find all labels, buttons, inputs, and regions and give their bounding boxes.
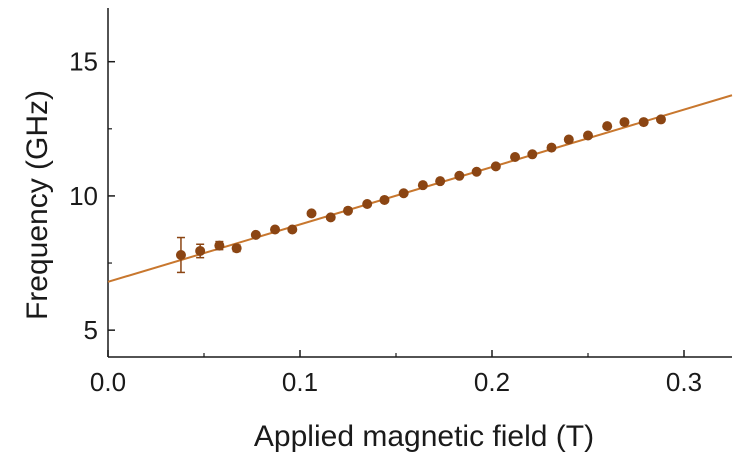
data-point (563, 134, 574, 145)
data-point (510, 151, 521, 162)
x-tick-label: 0.2 (474, 367, 510, 397)
data-point (379, 194, 390, 205)
y-tick-label: 5 (84, 315, 98, 345)
y-axis-title: Frequency (GHz) (21, 90, 54, 320)
data-point (435, 176, 446, 187)
x-axis-title: Applied magnetic field (T) (254, 420, 594, 453)
data-point (638, 117, 649, 128)
y-axis-ticks: 5 10 15 (69, 47, 115, 345)
data-point (287, 224, 298, 235)
data-point (602, 121, 613, 132)
data-point (250, 229, 261, 240)
data-point (490, 161, 501, 172)
data-point (655, 114, 666, 125)
data-point (527, 149, 538, 160)
x-tick-label: 0.0 (90, 367, 126, 397)
data-point (362, 198, 373, 209)
y-tick-label: 10 (69, 181, 98, 211)
y-tick-label: 15 (69, 47, 98, 77)
data-point (343, 205, 353, 216)
data-point (214, 240, 225, 251)
data-point (398, 188, 409, 199)
x-tick-label: 0.3 (666, 367, 702, 397)
data-point (417, 180, 428, 191)
data-point (231, 243, 242, 254)
data-point (306, 208, 317, 219)
data-point (195, 245, 206, 256)
data-point (325, 212, 336, 223)
x-axis-ticks: 0.0 0.1 0.2 0.3 (90, 350, 702, 397)
data-point (270, 224, 281, 235)
data-point (175, 249, 186, 260)
data-point (546, 142, 557, 153)
data-point (454, 170, 465, 181)
plot-area (107, 8, 733, 358)
data-point (583, 130, 593, 141)
data-point (471, 166, 482, 177)
x-tick-label: 0.1 (282, 367, 318, 397)
data-point (619, 117, 630, 128)
